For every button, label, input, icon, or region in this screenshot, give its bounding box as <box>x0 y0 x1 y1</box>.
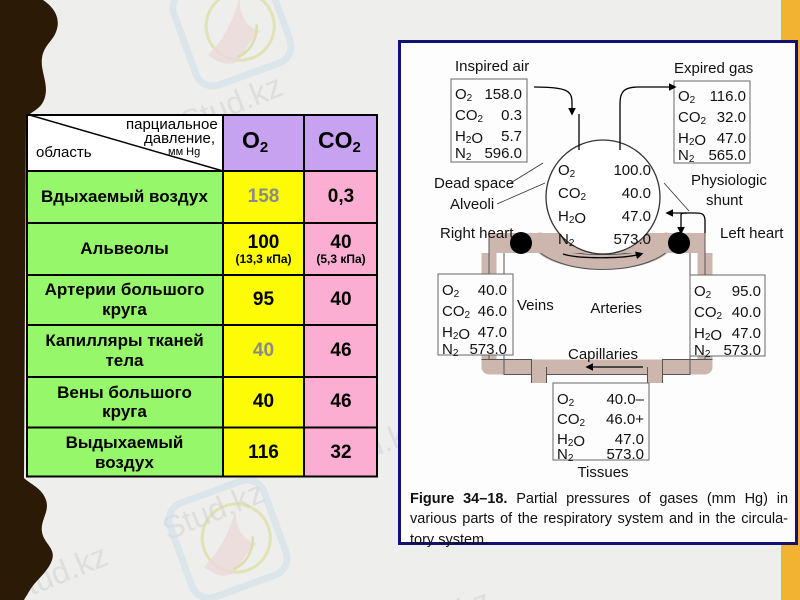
svg-text:Alveoli: Alveoli <box>450 196 494 213</box>
svg-text:32.0: 32.0 <box>717 109 746 126</box>
svg-text:47.0: 47.0 <box>717 130 746 147</box>
svg-text:46.0+: 46.0+ <box>606 411 644 428</box>
svg-text:40.0: 40.0 <box>478 282 507 299</box>
svg-text:0.3: 0.3 <box>501 107 522 124</box>
svg-text:O2: O2 <box>557 391 575 409</box>
svg-text:40.0: 40.0 <box>622 185 651 202</box>
svg-text:5.7: 5.7 <box>501 128 522 145</box>
svg-text:N2: N2 <box>678 147 695 165</box>
svg-text:Right heart: Right heart <box>440 225 514 242</box>
svg-text:565.0: 565.0 <box>708 147 746 164</box>
svg-text:Tissues: Tissues <box>577 464 628 481</box>
svg-text:573.0: 573.0 <box>723 342 761 359</box>
svg-text:CO2: CO2 <box>557 411 586 429</box>
svg-text:95.0: 95.0 <box>732 283 761 300</box>
svg-text:116.0: 116.0 <box>710 88 746 105</box>
svg-text:O2: O2 <box>455 86 473 104</box>
svg-text:47.0: 47.0 <box>622 208 651 225</box>
svg-text:shunt: shunt <box>706 192 744 209</box>
svg-text:573.0: 573.0 <box>469 341 507 358</box>
svg-text:Capillaries: Capillaries <box>568 346 638 363</box>
svg-text:158.0: 158.0 <box>484 86 522 103</box>
svg-text:N2: N2 <box>455 145 472 163</box>
svg-text:100.0: 100.0 <box>613 162 651 179</box>
svg-text:47.0: 47.0 <box>478 324 507 341</box>
svg-text:40.0–: 40.0– <box>606 391 644 408</box>
svg-text:CO2: CO2 <box>455 107 484 125</box>
svg-text:40.0: 40.0 <box>732 304 761 321</box>
svg-text:Veins: Veins <box>517 297 554 314</box>
svg-text:Physiologic: Physiologic <box>691 172 767 189</box>
svg-text:596.0: 596.0 <box>484 145 522 162</box>
svg-text:573.0: 573.0 <box>606 446 644 463</box>
svg-text:Inspired air: Inspired air <box>455 58 529 75</box>
svg-text:Left heart: Left heart <box>720 225 784 242</box>
svg-text:Arteries: Arteries <box>590 300 642 317</box>
svg-text:573.0: 573.0 <box>613 231 651 248</box>
svg-text:O2: O2 <box>678 88 696 106</box>
svg-text:Dead space: Dead space <box>434 175 514 192</box>
svg-text:46.0: 46.0 <box>478 303 507 320</box>
svg-text:Expired gas: Expired gas <box>674 60 753 77</box>
svg-text:CO2: CO2 <box>678 109 707 127</box>
svg-text:47.0: 47.0 <box>732 325 761 342</box>
